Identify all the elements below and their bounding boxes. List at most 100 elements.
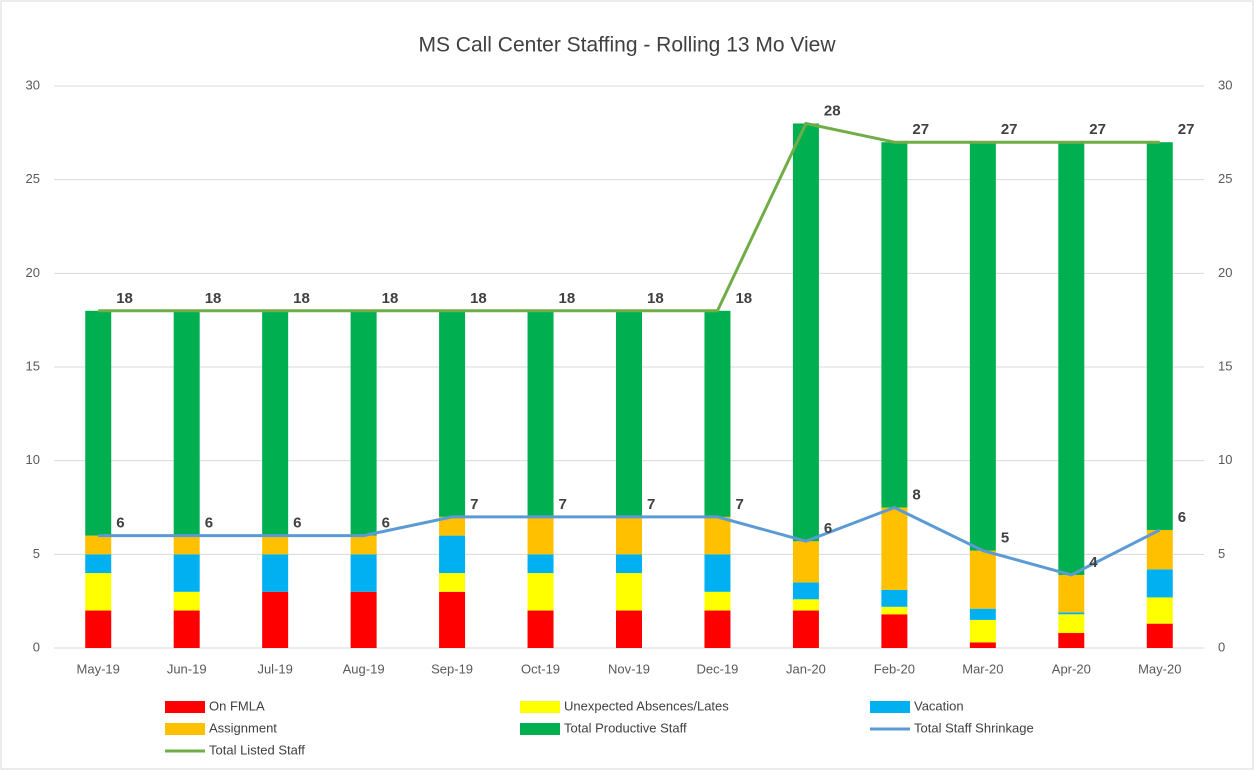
y-tick-label: 15 (26, 358, 40, 373)
bar-segment (792, 610, 819, 648)
bar-segment (881, 589, 908, 607)
bar-segment (527, 516, 554, 555)
bar-segment (1058, 612, 1085, 615)
x-tick-label: Dec-19 (697, 661, 739, 676)
bar-segment (85, 554, 112, 574)
data-label: 7 (647, 496, 655, 513)
bar-segment (792, 599, 819, 611)
bar-segment (881, 606, 908, 615)
data-label: 6 (382, 515, 390, 532)
data-label: 18 (559, 290, 576, 307)
bar-segment (1058, 614, 1085, 634)
bar-segment (881, 614, 908, 648)
bar-segment (792, 582, 819, 600)
bar-segment (1146, 142, 1173, 530)
bar-segment (350, 535, 377, 555)
data-label: 6 (824, 520, 832, 537)
data-label: 18 (647, 290, 664, 307)
bar-segment (1146, 569, 1173, 598)
data-label: 18 (293, 290, 310, 307)
data-label: 18 (205, 290, 222, 307)
bar-segment (262, 535, 289, 555)
bar-segment (173, 535, 200, 555)
data-label: 27 (912, 121, 929, 138)
bar-segment (173, 610, 200, 648)
data-label: 6 (1178, 509, 1186, 526)
x-tick-label: Oct-19 (521, 661, 560, 676)
bar-segment (704, 516, 731, 555)
bar-segment (1058, 633, 1085, 648)
bar-segment (173, 591, 200, 611)
data-label: 18 (470, 290, 487, 307)
data-label: 7 (735, 496, 743, 513)
chart-title: MS Call Center Staffing - Rolling 13 Mo … (418, 34, 836, 57)
bar-segment (969, 142, 996, 551)
bar-segment (439, 591, 466, 648)
y-tick-label: 0 (33, 639, 40, 654)
x-tick-label: Jul-19 (257, 661, 292, 676)
bar-segment (262, 310, 289, 536)
bar-segment (439, 573, 466, 592)
bar-segment (1058, 142, 1085, 575)
y2-tick-label: 20 (1218, 265, 1232, 280)
y-tick-label: 5 (33, 546, 40, 561)
y2-tick-label: 5 (1218, 546, 1225, 561)
x-tick-label: Jan-20 (786, 661, 826, 676)
bar-segment (616, 310, 642, 517)
data-label: 5 (1001, 530, 1009, 547)
y2-tick-label: 15 (1218, 358, 1232, 373)
bar-segment (527, 554, 554, 574)
bar-segment (439, 535, 466, 574)
x-tick-label: Aug-19 (343, 661, 385, 676)
bar-segment (616, 516, 642, 555)
bar-segment (1146, 529, 1173, 570)
x-tick-label: May-20 (1138, 661, 1181, 676)
legend-swatch (520, 701, 560, 713)
bar-segment (1058, 574, 1085, 613)
y2-tick-label: 30 (1218, 77, 1232, 92)
bar-segment (704, 610, 731, 648)
legend-label: Total Productive Staff (564, 720, 687, 735)
x-tick-label: Sep-19 (431, 661, 473, 676)
data-label: 4 (1089, 554, 1098, 571)
bar-segment (262, 554, 289, 592)
y-tick-label: 20 (26, 265, 40, 280)
legend-swatch (520, 723, 560, 735)
y2-tick-label: 25 (1218, 171, 1232, 186)
bar-segment (85, 610, 112, 648)
x-tick-label: Apr-20 (1052, 661, 1091, 676)
data-label: 27 (1178, 121, 1195, 138)
bar-segment (527, 310, 554, 517)
x-tick-label: Feb-20 (874, 661, 915, 676)
bar-segment (704, 310, 731, 517)
data-label: 6 (293, 515, 301, 532)
bar-segment (969, 619, 996, 643)
data-label: 18 (382, 290, 399, 307)
bar-segment (527, 610, 554, 648)
y-tick-label: 25 (26, 171, 40, 186)
data-label: 27 (1001, 121, 1018, 138)
legend-label: On FMLA (209, 698, 265, 713)
legend-label: Vacation (914, 698, 964, 713)
x-tick-label: May-19 (77, 661, 120, 676)
bar-segment (350, 310, 377, 536)
bar-segment (262, 591, 289, 648)
y-tick-label: 30 (26, 77, 40, 92)
bar-segment (85, 310, 112, 536)
bar-segment (85, 535, 112, 555)
bar-segment (616, 554, 642, 574)
data-label: 7 (470, 496, 478, 513)
x-tick-label: Nov-19 (608, 661, 650, 676)
data-label: 28 (824, 102, 841, 119)
x-tick-label: Mar-20 (962, 661, 1003, 676)
bar-segment (439, 310, 466, 517)
data-label: 7 (559, 496, 567, 513)
x-tick-label: Jun-19 (167, 661, 207, 676)
bar-segment (1146, 597, 1173, 624)
bar-segment (173, 554, 200, 592)
bar-segment (792, 123, 819, 542)
y-tick-label: 10 (26, 452, 40, 467)
legend-label: Total Staff Shrinkage (914, 720, 1034, 735)
legend-label: Unexpected Absences/Lates (564, 698, 729, 713)
data-label: 8 (912, 486, 920, 503)
